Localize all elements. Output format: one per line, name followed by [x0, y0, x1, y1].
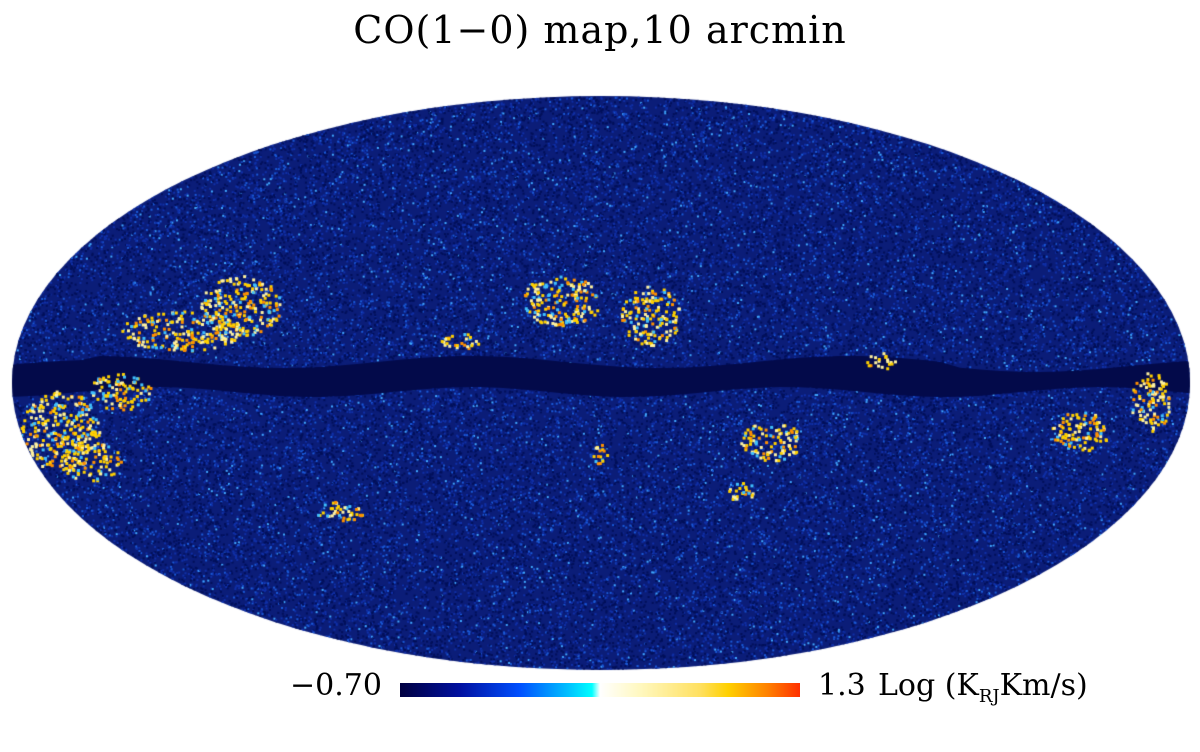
- chart-title: CO(1−0) map,10 arcmin: [353, 8, 847, 52]
- units-subscript: RJ: [978, 686, 1000, 707]
- colorbar-units: Log (KRJKm/s): [878, 668, 1088, 707]
- units-prefix: Log (K: [878, 668, 979, 703]
- colorbar-max-label: 1.3: [818, 668, 866, 703]
- colorbar: [400, 683, 800, 697]
- units-suffix: Km/s): [999, 668, 1088, 703]
- colorbar-min-label: −0.70: [290, 668, 382, 703]
